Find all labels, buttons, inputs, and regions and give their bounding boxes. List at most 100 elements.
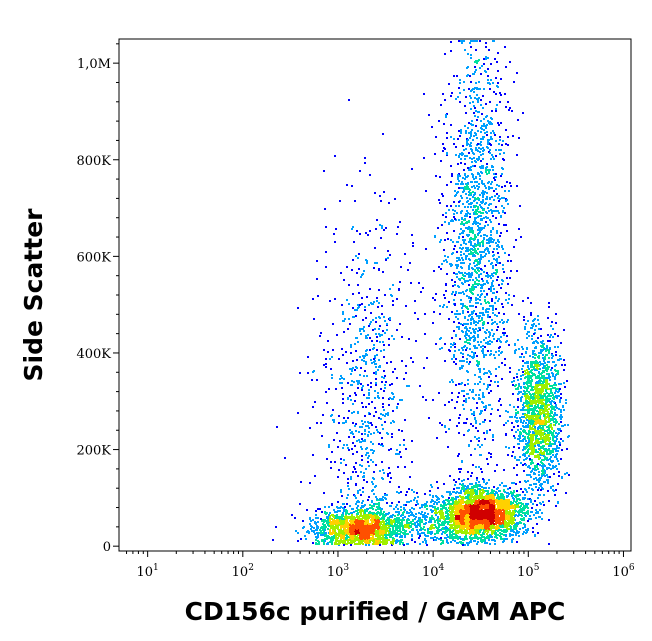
data-point — [526, 506, 528, 508]
data-point — [544, 430, 546, 432]
data-point — [450, 499, 452, 501]
data-point — [478, 437, 480, 439]
data-point — [463, 497, 465, 499]
data-point — [540, 421, 542, 423]
data-point — [477, 504, 479, 506]
data-point — [452, 241, 454, 243]
data-point — [527, 498, 529, 500]
data-point — [515, 409, 517, 411]
data-point — [492, 322, 494, 324]
data-point — [458, 180, 460, 182]
data-point — [528, 433, 530, 435]
data-point — [559, 401, 561, 403]
data-point — [515, 431, 517, 433]
data-point — [505, 446, 507, 448]
data-point — [531, 403, 533, 405]
data-point — [530, 428, 532, 430]
data-point — [522, 425, 524, 427]
data-point — [502, 268, 504, 270]
data-point — [474, 181, 476, 183]
data-point — [486, 524, 488, 526]
data-point — [478, 97, 480, 99]
data-point — [493, 490, 495, 492]
data-point — [523, 416, 525, 418]
data-point — [475, 534, 477, 536]
data-point — [477, 225, 479, 227]
data-point — [476, 509, 478, 511]
data-point — [479, 151, 481, 153]
data-point — [464, 544, 466, 546]
data-point — [506, 335, 508, 337]
data-point — [512, 393, 514, 395]
data-point — [525, 397, 527, 399]
data-point — [523, 453, 525, 455]
data-point — [526, 333, 528, 335]
data-point — [476, 543, 478, 545]
data-point — [548, 519, 550, 521]
data-point — [539, 464, 541, 466]
data-point — [461, 487, 463, 489]
data-point — [563, 359, 565, 361]
data-point — [518, 438, 520, 440]
data-point — [530, 389, 532, 391]
data-point — [490, 504, 492, 506]
data-point — [485, 169, 487, 171]
data-point — [486, 504, 488, 506]
data-point — [559, 355, 561, 357]
data-point — [534, 415, 536, 417]
data-point — [549, 347, 551, 349]
data-point — [486, 533, 488, 535]
data-point — [524, 362, 526, 364]
data-point — [464, 215, 466, 217]
data-point — [513, 517, 515, 519]
data-point — [493, 288, 495, 290]
data-point — [480, 537, 482, 539]
data-point — [455, 534, 457, 536]
data-point — [482, 489, 484, 491]
data-point — [549, 340, 551, 342]
data-point — [541, 384, 543, 386]
data-point — [459, 233, 461, 235]
data-point — [550, 418, 552, 420]
data-point — [508, 447, 510, 449]
data-point — [529, 408, 531, 410]
data-point — [557, 346, 559, 348]
data-point — [511, 518, 513, 520]
data-point — [461, 217, 463, 219]
data-point — [540, 328, 542, 330]
data-point — [455, 523, 457, 525]
data-point — [538, 396, 540, 398]
data-point — [522, 464, 524, 466]
data-point — [485, 171, 487, 173]
data-point — [560, 421, 562, 423]
data-point — [501, 378, 503, 380]
data-point — [493, 514, 495, 516]
data-point — [472, 139, 474, 141]
data-point — [522, 512, 524, 514]
data-point — [539, 484, 541, 486]
data-point — [529, 418, 531, 420]
data-point — [447, 536, 449, 538]
data-point — [490, 79, 492, 81]
data-point — [530, 370, 532, 372]
data-point — [479, 178, 481, 180]
data-point — [542, 445, 544, 447]
data-point — [494, 179, 496, 181]
data-point — [557, 450, 559, 452]
data-point — [485, 509, 487, 511]
data-point — [553, 473, 555, 475]
data-point — [516, 373, 518, 375]
data-point — [461, 511, 463, 513]
data-point — [535, 389, 537, 391]
data-point — [523, 316, 525, 318]
data-point — [491, 494, 493, 496]
data-point — [458, 187, 460, 189]
data-point — [497, 52, 499, 54]
data-point — [502, 519, 504, 521]
data-point — [471, 316, 473, 318]
data-point — [534, 395, 536, 397]
data-point — [542, 388, 544, 390]
data-point — [496, 503, 498, 505]
data-point — [430, 521, 432, 523]
data-point — [538, 444, 540, 446]
